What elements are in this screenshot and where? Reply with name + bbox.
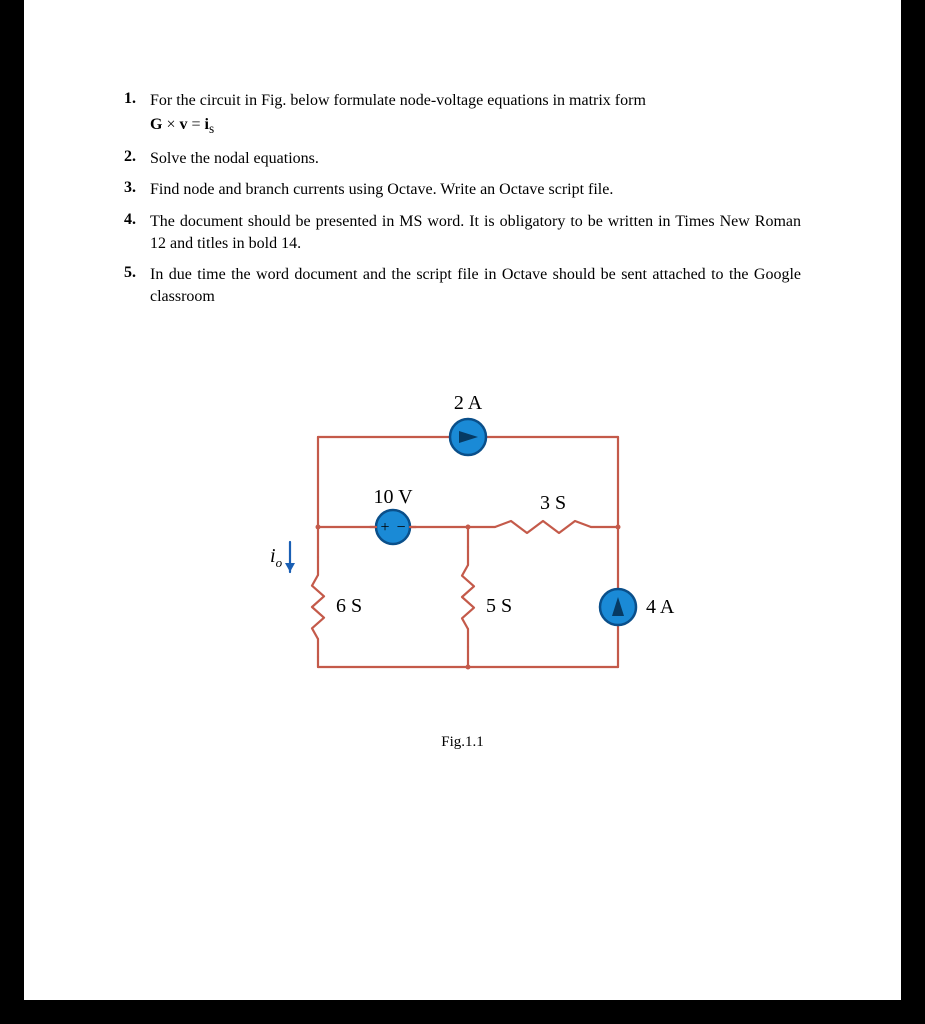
svg-text:+: + — [380, 519, 389, 536]
question-item: 5.In due time the word document and the … — [124, 264, 801, 307]
svg-text:5 S: 5 S — [486, 595, 512, 617]
page-frame: { "questions": [ { "num": "1.", "text": … — [0, 0, 925, 1024]
question-number: 1. — [124, 90, 150, 108]
question-text: The document should be presented in MS w… — [150, 211, 801, 254]
question-list: 1.For the circuit in Fig. below formulat… — [124, 90, 801, 307]
svg-text:3 S: 3 S — [539, 492, 565, 514]
question-number: 3. — [124, 179, 150, 197]
svg-text:6 S: 6 S — [336, 595, 362, 617]
question-number: 5. — [124, 264, 150, 282]
svg-text:4 A: 4 A — [646, 596, 675, 618]
svg-text:io: io — [270, 545, 283, 570]
equation: G × v = is — [150, 114, 801, 138]
question-item: 4.The document should be presented in MS… — [124, 211, 801, 254]
question-text: Solve the nodal equations. — [150, 148, 801, 170]
question-item: 2.Solve the nodal equations. — [124, 148, 801, 170]
question-text: In due time the word document and the sc… — [150, 264, 801, 307]
svg-text:10 V: 10 V — [373, 486, 413, 508]
question-item: 3.Find node and branch currents using Oc… — [124, 179, 801, 201]
circuit-diagram: 2 A +− 10 V 3 S 6 S io 5 S 4 A — [248, 377, 678, 722]
question-number: 4. — [124, 211, 150, 229]
figure-caption: Fig.1.1 — [441, 734, 484, 751]
page: { "questions": [ { "num": "1.", "text": … — [24, 0, 901, 1000]
question-text: Find node and branch currents using Octa… — [150, 179, 801, 201]
figure-wrapper: 2 A +− 10 V 3 S 6 S io 5 S 4 A Fig.1.1 — [124, 377, 801, 751]
svg-text:−: − — [396, 519, 405, 536]
question-item: 1.For the circuit in Fig. below formulat… — [124, 90, 801, 138]
question-number: 2. — [124, 148, 150, 166]
question-text: For the circuit in Fig. below formulate … — [150, 90, 801, 138]
svg-text:2 A: 2 A — [453, 392, 482, 414]
